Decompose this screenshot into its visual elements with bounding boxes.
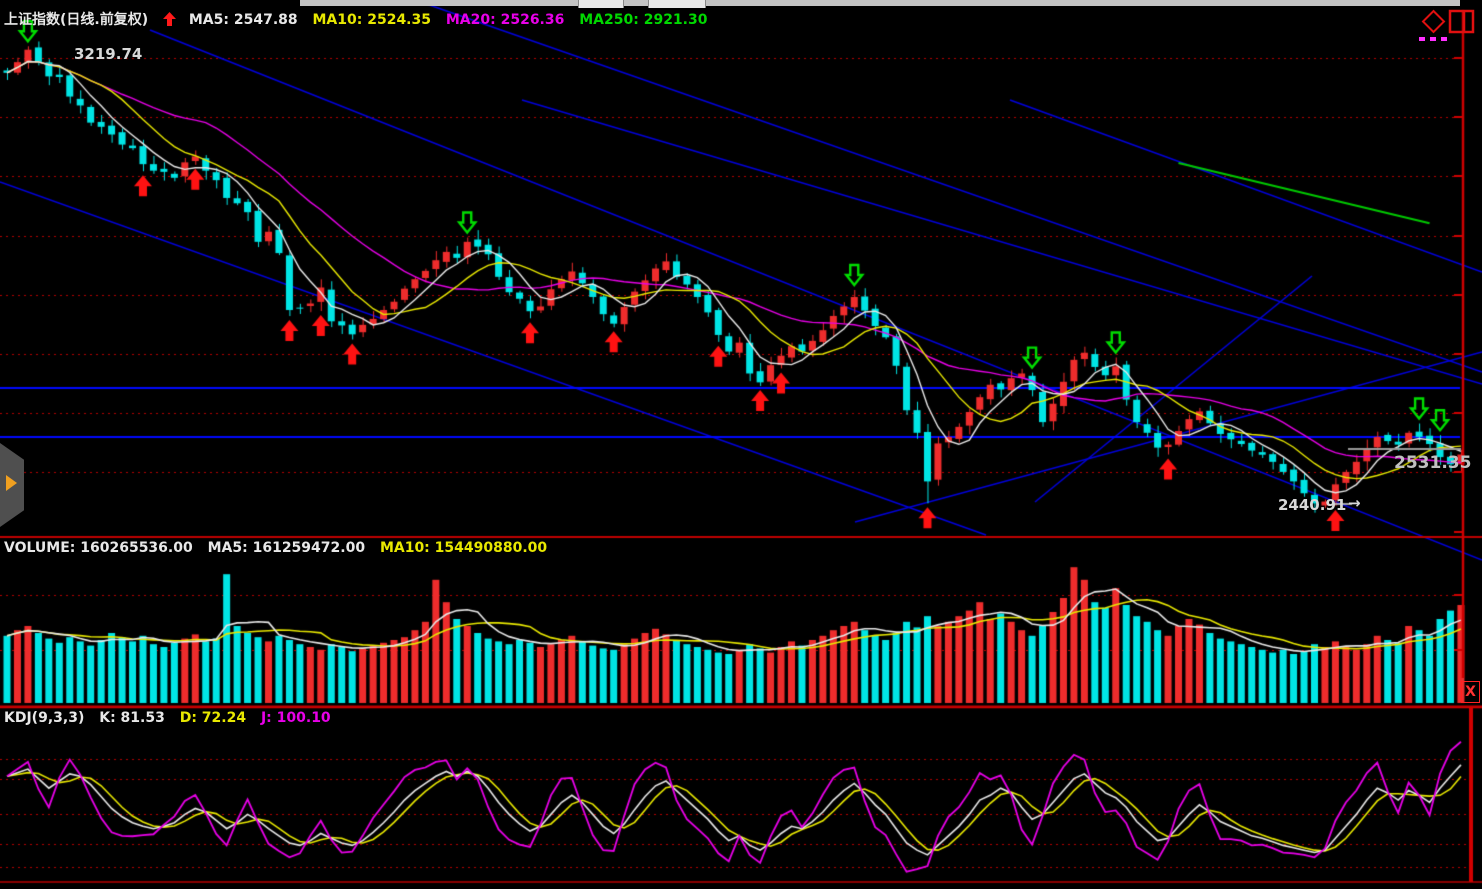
window-tab-notch[interactable] [578,0,624,8]
volume-panel-header: VOLUME: 160265536.00 MA5: 161259472.00 M… [4,540,557,556]
window-top-strip [300,0,1460,8]
kdj-j-value: J: 100.10 [260,710,331,726]
volume-value: VOLUME: 160265536.00 [4,540,193,556]
kdj-d-value: D: 72.24 [179,710,247,726]
marked-low-arrow: → [1348,494,1361,512]
price-panel-header: 上证指数(日线.前复权) MA5: 2547.88 MA10: 2524.35 … [4,9,717,29]
ma20-value: MA20: 2526.36 [445,12,565,28]
diamond-tool-icon[interactable] [1421,9,1446,34]
volume-ma5-value: MA5: 161259472.00 [207,540,366,556]
kdj-params: KDJ(9,3,3) [4,710,85,726]
ma250-value: MA250: 2921.30 [579,12,708,28]
window-tab-notch[interactable] [648,0,706,8]
kdj-panel-header: KDJ(9,3,3) K: 81.53 D: 72.24 J: 100.10 [4,710,341,726]
close-indicator-button[interactable]: X [1461,681,1480,703]
last-price-label: 2531.35 [1394,453,1472,473]
ma5-value: MA5: 2547.88 [188,12,298,28]
marked-low-label: 2440.91 [1278,496,1347,514]
expand-right-triangle-icon [6,475,17,491]
split-window-icon[interactable] [1448,9,1475,34]
symbol-title: 上证指数(日线.前复权) [4,12,149,28]
marked-high-label: 3219.74 [74,45,143,63]
more-ellipsis-icon[interactable] [1418,35,1450,43]
kdj-k-value: K: 81.53 [99,710,165,726]
volume-ma10-value: MA10: 154490880.00 [379,540,548,556]
ma10-value: MA10: 2524.35 [312,12,432,28]
buy-signal-up-arrow-icon [163,12,176,26]
